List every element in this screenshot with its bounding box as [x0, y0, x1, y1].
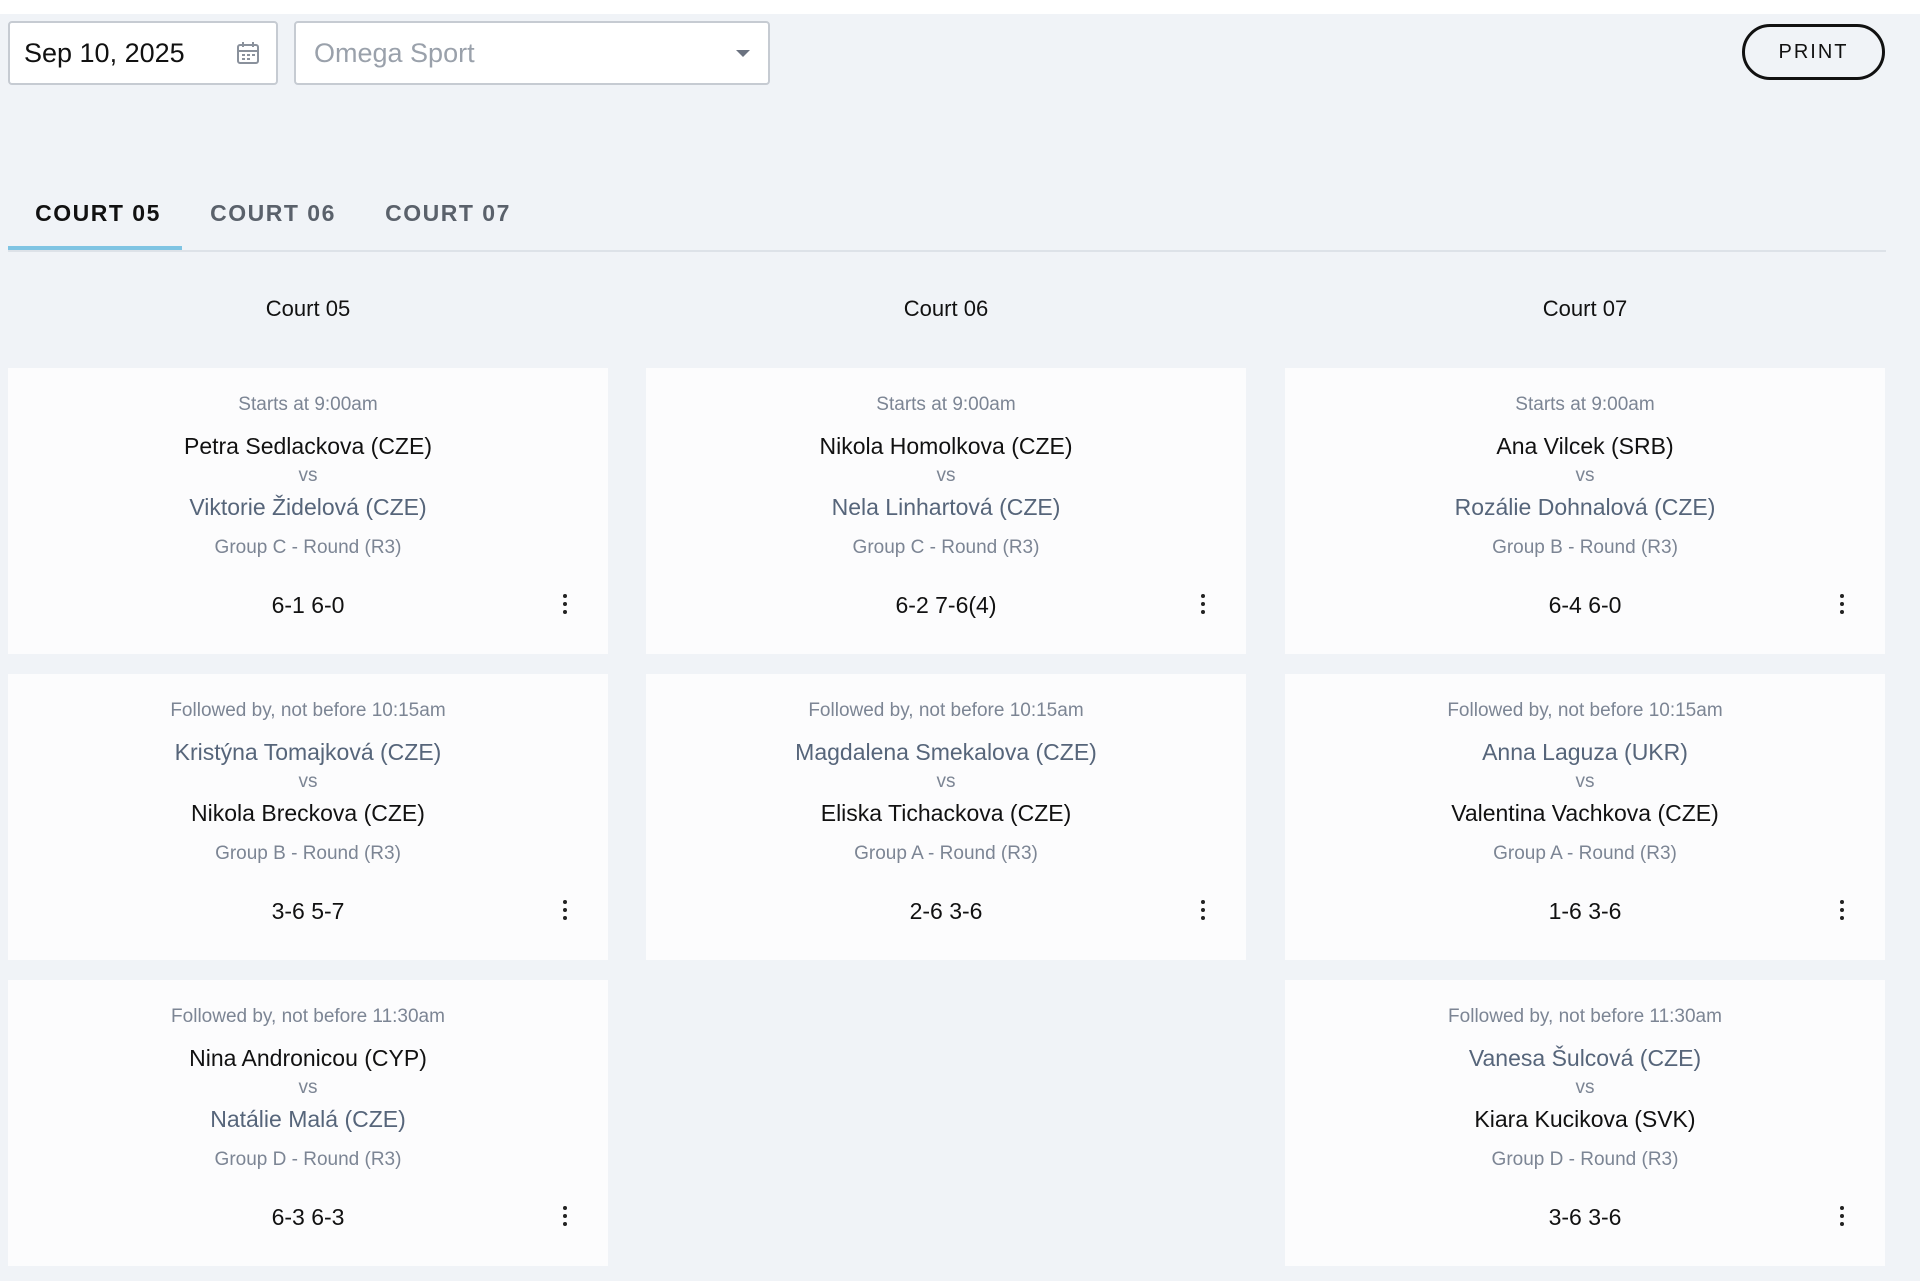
player-two: Nela Linhartová (CZE) [831, 494, 1061, 520]
match-group: Group B - Round (R3) [1492, 537, 1678, 558]
more-vertical-icon[interactable] [1837, 594, 1847, 618]
venue-select[interactable]: Omega Sport [294, 21, 770, 85]
date-picker-field[interactable]: Sep 10, 2025 [8, 21, 278, 85]
match-card[interactable]: Followed by, not before 11:30am Vanesa Š… [1285, 980, 1885, 1266]
venue-placeholder: Omega Sport [314, 37, 475, 68]
match-card[interactable]: Starts at 9:00am Nikola Homolkova (CZE) … [646, 368, 1246, 654]
player-two: Viktorie Židelová (CZE) [189, 494, 427, 520]
match-score: 6-2 7-6(4) [895, 592, 997, 618]
vs-label: vs [1575, 771, 1595, 792]
player-one: Petra Sedlackova (CZE) [184, 433, 432, 459]
match-card[interactable]: Followed by, not before 10:15am Kristýna… [8, 674, 608, 960]
match-time: Followed by, not before 11:30am [1448, 1006, 1722, 1027]
match-time: Followed by, not before 10:15am [1447, 700, 1723, 721]
vs-label: vs [298, 465, 318, 486]
vs-label: vs [298, 771, 318, 792]
player-one: Anna Laguza (UKR) [1482, 739, 1688, 765]
top-strip [0, 0, 1920, 14]
tab-court-06[interactable]: COURT 06 [210, 200, 336, 226]
match-card[interactable]: Followed by, not before 10:15am Anna Lag… [1285, 674, 1885, 960]
match-card[interactable]: Followed by, not before 10:15am Magdalen… [646, 674, 1246, 960]
match-score: 3-6 5-7 [271, 898, 345, 924]
match-group: Group B - Round (R3) [215, 843, 401, 864]
match-group: Group D - Round (R3) [1491, 1149, 1679, 1170]
player-two: Rozálie Dohnalová (CZE) [1454, 494, 1716, 520]
vs-label: vs [298, 1077, 318, 1098]
player-one: Magdalena Smekalova (CZE) [795, 739, 1097, 765]
column-header-court-05: Court 05 [265, 296, 351, 321]
more-vertical-icon[interactable] [1837, 1206, 1847, 1230]
more-vertical-icon[interactable] [560, 900, 570, 924]
vs-label: vs [1575, 465, 1595, 486]
player-two: Valentina Vachkova (CZE) [1451, 800, 1719, 826]
match-time: Starts at 9:00am [1515, 394, 1655, 415]
match-group: Group C - Round (R3) [852, 537, 1040, 558]
match-time: Followed by, not before 11:30am [171, 1006, 445, 1027]
player-one: Nina Andronicou (CYP) [189, 1045, 427, 1071]
match-score: 6-3 6-3 [271, 1204, 345, 1230]
player-one: Nikola Homolkova (CZE) [819, 433, 1073, 459]
player-two: Nikola Breckova (CZE) [191, 800, 425, 826]
match-group: Group D - Round (R3) [214, 1149, 402, 1170]
match-score: 3-6 3-6 [1548, 1204, 1622, 1230]
more-vertical-icon[interactable] [1198, 594, 1208, 618]
more-vertical-icon[interactable] [1837, 900, 1847, 924]
match-group: Group A - Round (R3) [1493, 843, 1677, 864]
match-score: 6-4 6-0 [1548, 592, 1622, 618]
player-two: Kiara Kucikova (SVK) [1474, 1106, 1696, 1132]
print-button[interactable]: PRINT [1742, 24, 1885, 80]
caret-down-icon[interactable] [736, 49, 750, 57]
match-time: Starts at 9:00am [876, 394, 1016, 415]
match-time: Starts at 9:00am [238, 394, 378, 415]
match-card[interactable]: Starts at 9:00am Ana Vilcek (SRB) vs Roz… [1285, 368, 1885, 654]
vs-label: vs [1575, 1077, 1595, 1098]
active-tab-indicator [8, 246, 182, 250]
player-one: Kristýna Tomajková (CZE) [174, 739, 442, 765]
more-vertical-icon[interactable] [560, 594, 570, 618]
more-vertical-icon[interactable] [560, 1206, 570, 1230]
match-group: Group A - Round (R3) [854, 843, 1038, 864]
player-one: Vanesa Šulcová (CZE) [1468, 1045, 1702, 1071]
match-score: 2-6 3-6 [909, 898, 983, 924]
match-group: Group C - Round (R3) [214, 537, 402, 558]
column-header-court-06: Court 06 [903, 296, 989, 321]
match-time: Followed by, not before 10:15am [170, 700, 446, 721]
player-two: Eliska Tichackova (CZE) [820, 800, 1072, 826]
match-score: 1-6 3-6 [1548, 898, 1622, 924]
match-time: Followed by, not before 10:15am [808, 700, 1084, 721]
tab-court-07[interactable]: COURT 07 [385, 200, 511, 226]
vs-label: vs [936, 465, 956, 486]
player-two: Natálie Malá (CZE) [210, 1106, 406, 1132]
vs-label: vs [936, 771, 956, 792]
calendar-icon[interactable] [234, 39, 262, 67]
tab-court-05[interactable]: COURT 05 [35, 200, 161, 226]
match-card[interactable]: Followed by, not before 11:30am Nina And… [8, 980, 608, 1266]
date-value: Sep 10, 2025 [24, 37, 185, 68]
court-tabs: COURT 05 COURT 06 COURT 07 [8, 180, 1886, 252]
more-vertical-icon[interactable] [1198, 900, 1208, 924]
match-card[interactable]: Starts at 9:00am Petra Sedlackova (CZE) … [8, 368, 608, 654]
column-header-court-07: Court 07 [1542, 296, 1628, 321]
player-one: Ana Vilcek (SRB) [1496, 433, 1674, 459]
match-score: 6-1 6-0 [271, 592, 345, 618]
